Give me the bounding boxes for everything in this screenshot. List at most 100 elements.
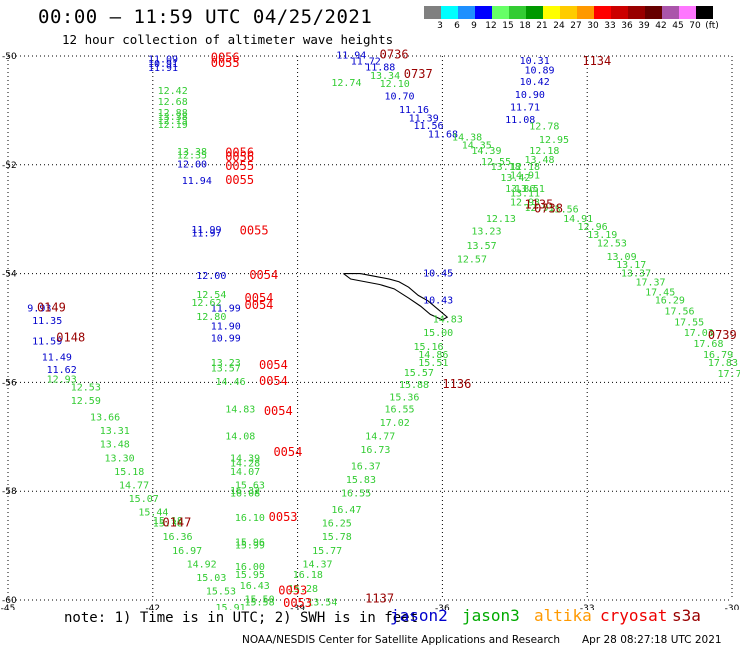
jason2-data-label: 10.45 [423, 268, 453, 279]
y-tick-label: -52 [2, 161, 17, 171]
jason3-data-label: 15.57 [404, 368, 434, 379]
color-scale-swatch [645, 6, 662, 19]
legend-item-altika: altika [534, 606, 592, 625]
jason3-data-label: 13.86 [505, 184, 535, 195]
jason2-data-label: 11.99 [191, 225, 221, 236]
jason3-data-label: 12.18 [529, 146, 559, 157]
jason3-data-label: 15.28 [288, 584, 318, 595]
color-scale-label: 36 [621, 21, 633, 31]
jason2-data-label: 11.35 [32, 316, 62, 327]
jason3-data-label: 14.08 [225, 432, 255, 443]
jason3-data-label: 16.47 [331, 505, 361, 516]
cryosat-data-label: 0054 [259, 358, 288, 372]
cryosat-data-label: 0054 [245, 291, 274, 305]
jason3-data-label: 12.88 [158, 108, 188, 119]
cryosat-data-label: 0054 [249, 268, 278, 282]
x-tick-label: -36 [435, 604, 450, 610]
color-scale-swatch [424, 6, 441, 19]
s3a-data-label: 1136 [442, 377, 471, 391]
jason3-data-label: 15.18 [153, 516, 183, 527]
jason2-data-label: 12.00 [177, 160, 207, 171]
jason3-data-label: 12.18 [510, 162, 540, 173]
jason3-data-label: 15.36 [389, 392, 419, 403]
color-scale-swatch [543, 6, 560, 19]
s3a-data-label: 0736 [380, 48, 409, 62]
jason2-data-label: 11.62 [47, 365, 77, 376]
jason3-data-label: 12.10 [380, 79, 410, 90]
jason2-data-label: 10.99 [211, 334, 241, 345]
jason3-data-label: 17.45 [645, 287, 675, 298]
jason3-data-label: 13.37 [621, 268, 651, 279]
jason2-data-label: 10.43 [423, 296, 453, 307]
jason3-data-label: 12.74 [331, 78, 361, 89]
color-scale-label: 3 [437, 21, 443, 31]
jason3-data-label: 15.16 [413, 342, 443, 353]
color-scale-swatch [509, 6, 526, 19]
jason3-data-label: 14.77 [365, 432, 395, 443]
s3a-data-label: 0738 [534, 202, 563, 216]
jason3-data-label: 15.00 [423, 328, 453, 339]
color-scale-label: 21 [536, 21, 548, 31]
y-tick-label: -58 [2, 487, 17, 497]
jason2-data-label: 11.99 [211, 304, 241, 315]
jason3-data-label: 17.03 [684, 328, 714, 339]
color-scale-swatch [475, 6, 492, 19]
jason3-data-label: 15.56 [549, 205, 579, 216]
jason2-data-label: 10.42 [520, 77, 550, 88]
jason3-data-label: 13.57 [211, 364, 241, 375]
s3a-data-label: 0739 [708, 328, 737, 342]
jason3-data-label: 15.99 [235, 540, 265, 551]
jason3-data-label: 16.55 [384, 404, 414, 415]
jason3-data-label: 14.91 [510, 170, 540, 181]
jason3-data-label: 12.42 [158, 86, 188, 97]
jason3-data-label: 17.68 [693, 339, 723, 350]
jason2-data-label: 11.08 [505, 115, 535, 126]
legend-item-cryosat: cryosat [600, 606, 668, 625]
color-scale-swatch [577, 6, 594, 19]
jason3-data-label: 13.38 [177, 147, 207, 158]
legend-item-s3a: s3a [672, 606, 701, 625]
jason3-data-label: 16.73 [360, 445, 390, 456]
jason2-data-label: 11.97 [191, 229, 221, 240]
jason3-data-label: 12.13 [486, 214, 516, 225]
color-scale-label: 6 [454, 21, 460, 31]
jason3-data-label: 12.78 [529, 121, 559, 132]
jason3-data-label: 16.79 [703, 350, 733, 361]
jason3-data-label: 15.58 [245, 597, 275, 608]
jason3-data-label: 14.91 [563, 214, 593, 225]
jason3-data-label: 15.96 [235, 538, 265, 549]
jason3-data-label: 16.55 [341, 489, 371, 500]
jason2-data-label: 11.94 [336, 51, 366, 62]
jason3-data-label: 12.80 [196, 312, 226, 323]
jason2-data-label: 12.00 [196, 271, 226, 282]
wave-height-map: -45 -42 -39 -36 -33 -30 -50 -52 -54 -56 -58 -60 11.0… [1, 48, 740, 610]
jason3-data-label: 13.11 [510, 188, 540, 199]
jason3-data-label: 12.59 [71, 396, 101, 407]
jason2-data-label: 11.16 [399, 105, 429, 116]
jason3-data-label: 12.95 [539, 135, 569, 146]
jason3-data-label: 12.35 [177, 150, 207, 161]
jason3-data-label: 13.23 [471, 226, 501, 237]
jason2-data-label: 11.91 [148, 63, 178, 74]
cryosat-data-label: 0054 [245, 298, 274, 312]
jason3-data-label: 15.38 [153, 519, 183, 530]
jason3-data-label: 16.36 [162, 532, 192, 543]
jason3-data-label: 15.07 [129, 494, 159, 505]
jason3-data-label: 14.07 [230, 467, 260, 478]
jason3-data-label: 13.48 [100, 440, 130, 451]
color-scale-label: 15 [502, 21, 514, 31]
jason2-data-label: 11.56 [413, 121, 443, 132]
cryosat-data-label: 0055 [211, 56, 240, 70]
jason3-data-label: 17.83 [708, 358, 738, 369]
color-scale-swatch [441, 6, 458, 19]
generation-timestamp: Apr 28 08:27:18 UTC 2021 [582, 634, 722, 646]
cryosat-data-label: 0055 [225, 159, 254, 173]
jason3-data-label: 15.53 [206, 587, 236, 598]
jason3-data-label: 14.83 [225, 404, 255, 415]
cryosat-data-label: 0053 [278, 584, 307, 598]
jason3-data-label: 13.48 [524, 155, 554, 166]
color-scale-label: 45 [672, 21, 684, 31]
jason3-data-label: 17.71 [718, 369, 740, 380]
cryosat-data-label: 0055 [240, 223, 269, 237]
cryosat-data-label: 0056 [211, 50, 240, 64]
